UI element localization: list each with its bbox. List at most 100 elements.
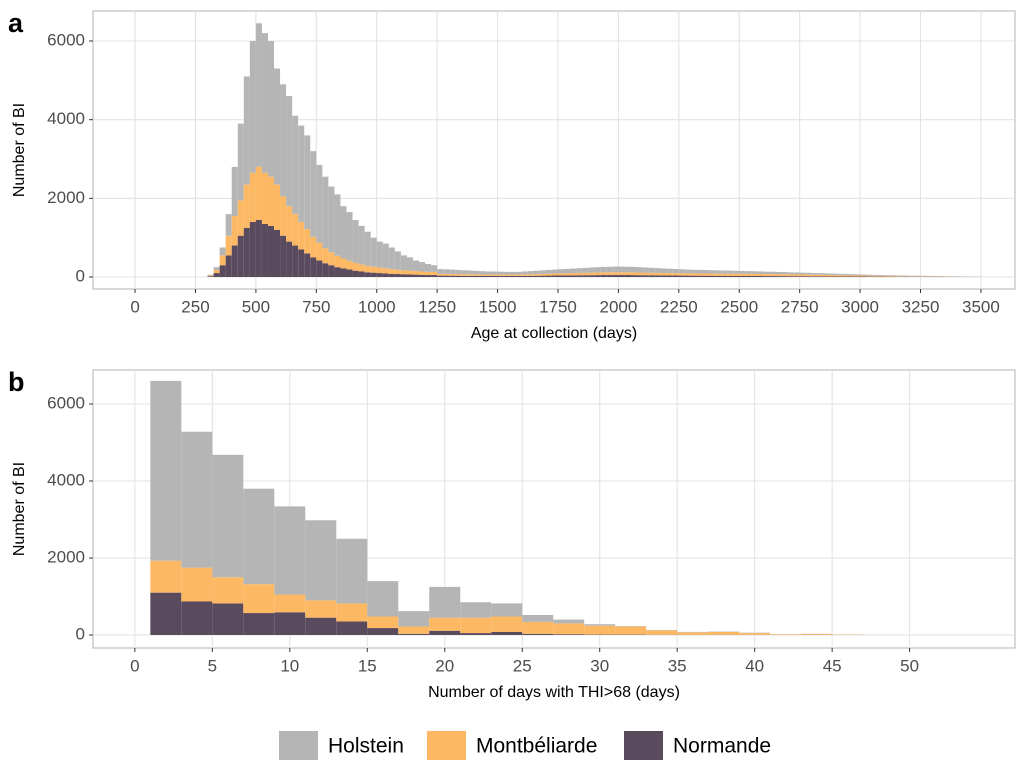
bar bbox=[811, 272, 818, 275]
bar bbox=[310, 257, 317, 278]
bar bbox=[582, 272, 589, 276]
bar bbox=[261, 172, 268, 224]
bar bbox=[443, 269, 450, 274]
bar bbox=[584, 625, 616, 635]
bar bbox=[398, 633, 430, 635]
bar bbox=[443, 273, 450, 276]
bar bbox=[527, 274, 534, 276]
bar bbox=[890, 276, 897, 277]
x-tick-label: 3250 bbox=[902, 297, 940, 316]
bar bbox=[394, 269, 401, 275]
bar bbox=[503, 271, 510, 275]
legend-swatch bbox=[624, 731, 663, 760]
bar bbox=[522, 633, 554, 635]
bar bbox=[630, 272, 637, 276]
bar bbox=[304, 253, 311, 278]
bar bbox=[660, 272, 667, 276]
bar bbox=[872, 275, 879, 277]
bar bbox=[316, 260, 323, 278]
bar bbox=[286, 96, 293, 207]
bar bbox=[497, 276, 504, 278]
bar bbox=[406, 270, 413, 275]
bar bbox=[340, 258, 347, 269]
bar bbox=[799, 272, 806, 275]
bar bbox=[666, 273, 673, 276]
bar bbox=[684, 273, 691, 276]
x-tick-label: 500 bbox=[242, 297, 270, 316]
bar bbox=[212, 603, 244, 635]
bar bbox=[376, 241, 383, 268]
bar bbox=[322, 176, 329, 249]
x-tick-label: 1750 bbox=[539, 297, 577, 316]
bar bbox=[612, 272, 619, 276]
bar bbox=[449, 275, 456, 278]
bar bbox=[551, 269, 558, 274]
bar bbox=[316, 164, 323, 243]
bar bbox=[787, 274, 794, 277]
bar bbox=[328, 252, 335, 266]
bar bbox=[527, 275, 534, 278]
bar bbox=[721, 275, 728, 278]
bar bbox=[690, 275, 697, 278]
bar bbox=[181, 567, 213, 602]
x-tick-label: 40 bbox=[745, 656, 764, 675]
bar bbox=[467, 270, 474, 275]
bar bbox=[382, 268, 389, 274]
bar bbox=[503, 276, 510, 278]
bar bbox=[624, 272, 631, 276]
bar bbox=[811, 274, 818, 277]
bar bbox=[406, 257, 413, 271]
x-tick-label: 3000 bbox=[841, 297, 879, 316]
bar bbox=[594, 267, 601, 273]
bar bbox=[346, 212, 353, 261]
bar bbox=[497, 271, 504, 275]
panel-label: b bbox=[8, 367, 25, 397]
x-tick-label: 25 bbox=[513, 656, 532, 675]
bar bbox=[594, 272, 601, 276]
bar bbox=[280, 235, 287, 278]
bar bbox=[745, 275, 752, 278]
bar bbox=[763, 274, 770, 277]
bar bbox=[509, 271, 516, 275]
bar bbox=[702, 270, 710, 274]
bar bbox=[823, 274, 830, 277]
bar bbox=[219, 247, 226, 256]
bar bbox=[751, 273, 758, 276]
bar bbox=[243, 184, 250, 228]
x-tick-label: 250 bbox=[181, 297, 209, 316]
bar bbox=[467, 275, 474, 278]
bar bbox=[739, 273, 746, 276]
bar bbox=[745, 271, 752, 274]
x-tick-label: 750 bbox=[302, 297, 330, 316]
x-tick-label: 35 bbox=[668, 656, 687, 675]
bar bbox=[346, 260, 353, 270]
bar bbox=[419, 271, 426, 275]
bar bbox=[437, 273, 444, 276]
bar bbox=[677, 632, 709, 635]
bar bbox=[896, 276, 903, 277]
bar bbox=[292, 245, 299, 278]
bar bbox=[600, 266, 607, 273]
bar bbox=[364, 265, 371, 273]
bar bbox=[455, 269, 462, 275]
bar bbox=[793, 276, 800, 278]
bar bbox=[316, 242, 323, 261]
bar bbox=[739, 633, 771, 635]
bar bbox=[267, 225, 275, 278]
bar bbox=[473, 275, 480, 278]
bar bbox=[370, 272, 377, 278]
bar bbox=[237, 123, 244, 201]
bar bbox=[425, 271, 432, 276]
bar bbox=[854, 274, 861, 276]
bar bbox=[491, 274, 498, 277]
bar bbox=[473, 274, 480, 276]
bar bbox=[770, 634, 802, 635]
bar bbox=[570, 268, 577, 274]
bar bbox=[497, 274, 504, 277]
bar bbox=[358, 225, 365, 265]
bar bbox=[642, 272, 649, 276]
bar bbox=[642, 267, 649, 273]
x-tick-label: 20 bbox=[435, 656, 454, 675]
bar bbox=[715, 275, 722, 278]
